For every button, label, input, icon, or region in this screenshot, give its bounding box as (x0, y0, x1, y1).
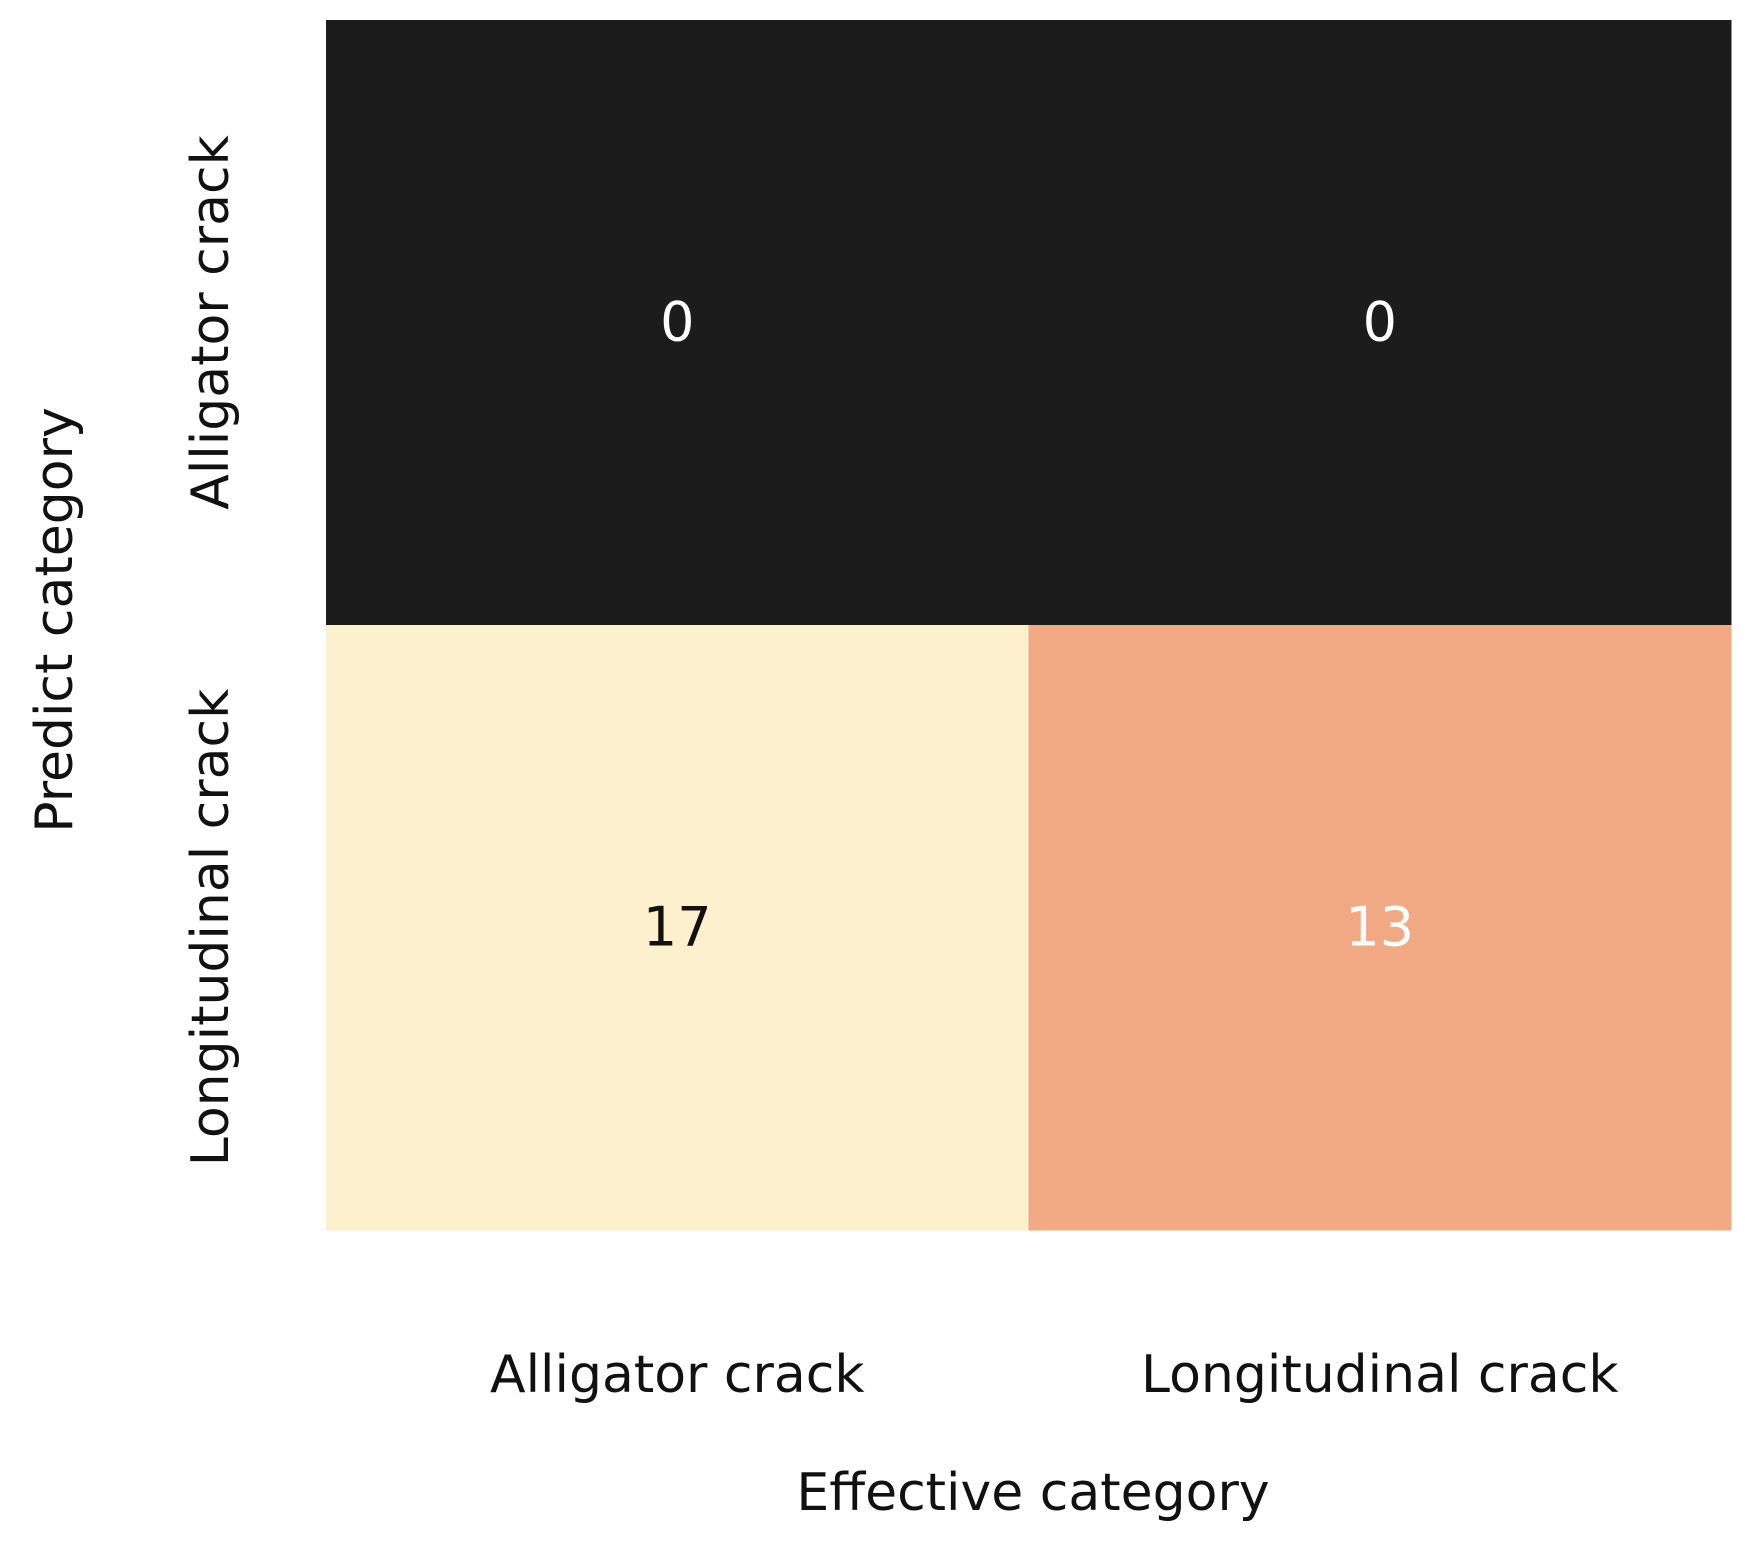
y-axis-label: Predict category (25, 407, 85, 832)
heatmap-value-r0-c0: 0 (660, 291, 694, 354)
heatmap-cells (326, 20, 1732, 1231)
heatmap-value-r1-c1: 13 (1345, 896, 1414, 959)
heatmap-value-r0-c1: 0 (1363, 291, 1397, 354)
heatmap-cell-r1-c1 (1028, 625, 1732, 1231)
x-tick-label-1: Longitudinal crack (1141, 1345, 1618, 1405)
heatmap-value-r1-c0: 17 (643, 896, 712, 959)
x-tick-label-0: Alligator crack (490, 1345, 864, 1405)
y-tick-label-0: Alligator crack (181, 135, 241, 509)
x-tick-labels: Alligator crack Longitudinal crack (490, 1345, 1618, 1405)
heatmap-cell-labels: 0 0 17 13 (643, 291, 1414, 959)
y-tick-labels: Alligator crack Longitudinal crack (181, 135, 241, 1166)
x-axis-label: Effective category (796, 1463, 1269, 1523)
heatmap-cell-r0-c0 (326, 20, 1029, 626)
y-tick-label-1: Longitudinal crack (181, 689, 241, 1166)
heatmap-cell-r0-c1 (1028, 20, 1732, 626)
heatmap-cell-r1-c0 (326, 625, 1029, 1231)
